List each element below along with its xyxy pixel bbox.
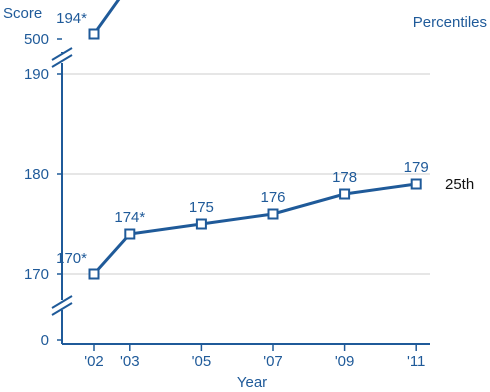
y-tick-labels: 0170180190200210220230500 xyxy=(24,31,62,349)
y-axis-break-top xyxy=(51,47,73,68)
data-point-marker xyxy=(124,228,136,240)
y-tick-label: 500 xyxy=(24,31,49,48)
data-point-marker xyxy=(88,268,100,280)
data-point-marker xyxy=(267,208,279,220)
data-label: 175 xyxy=(189,199,214,216)
data-label: 174* xyxy=(114,209,145,226)
data-point-marker xyxy=(88,28,100,40)
x-tick-label: '07 xyxy=(263,353,283,370)
x-tick-label: '05 xyxy=(192,353,212,370)
x-axis-title: Year xyxy=(237,374,267,391)
y-axis-break-bottom xyxy=(51,295,73,316)
data-label: 194* xyxy=(56,10,87,27)
x-tick-label: '03 xyxy=(120,353,140,370)
y-tick-label: 0 xyxy=(41,332,49,349)
data-label: 176 xyxy=(260,189,285,206)
series-line-50th xyxy=(92,0,121,35)
x-tick-labels: '02 '03 '05 '07 '09 '11 xyxy=(84,344,425,370)
x-tick-label: '02 xyxy=(84,353,104,370)
data-point-marker xyxy=(339,188,351,200)
gridlines xyxy=(62,73,430,275)
series xyxy=(88,0,422,280)
y-tick-label: 180 xyxy=(24,166,49,183)
data-label: 170* xyxy=(56,250,87,267)
y-tick-label: 190 xyxy=(24,66,49,83)
data-labels: 217*223*223226228230194*199*199*20220420… xyxy=(56,10,429,267)
x-tick-label: '09 xyxy=(335,353,355,370)
series-name-label: 25th xyxy=(445,176,474,193)
data-label: 179 xyxy=(404,159,429,176)
data-point-marker xyxy=(410,178,422,190)
axes xyxy=(51,47,430,345)
x-tick-label: '11 xyxy=(407,353,425,370)
y-tick-label: 170 xyxy=(24,266,49,283)
series-name-labels: 75th50th25th xyxy=(445,176,474,193)
legend-title: Percentiles xyxy=(413,14,487,31)
series-line-25th xyxy=(92,182,417,276)
y-axis-title: Score xyxy=(3,5,42,22)
data-label: 178 xyxy=(332,169,357,186)
data-point-marker xyxy=(195,218,207,230)
